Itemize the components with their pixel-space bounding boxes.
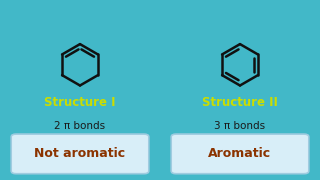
Text: 2 π bonds: 2 π bonds	[54, 121, 106, 131]
Text: Not aromatic: Not aromatic	[35, 147, 125, 160]
FancyBboxPatch shape	[171, 134, 309, 174]
FancyBboxPatch shape	[11, 134, 149, 174]
Text: 3 π bonds: 3 π bonds	[214, 121, 266, 131]
Text: Aromatic: Aromatic	[208, 147, 272, 160]
Text: Structure I: Structure I	[44, 96, 116, 109]
Text: Structure II: Structure II	[202, 96, 278, 109]
